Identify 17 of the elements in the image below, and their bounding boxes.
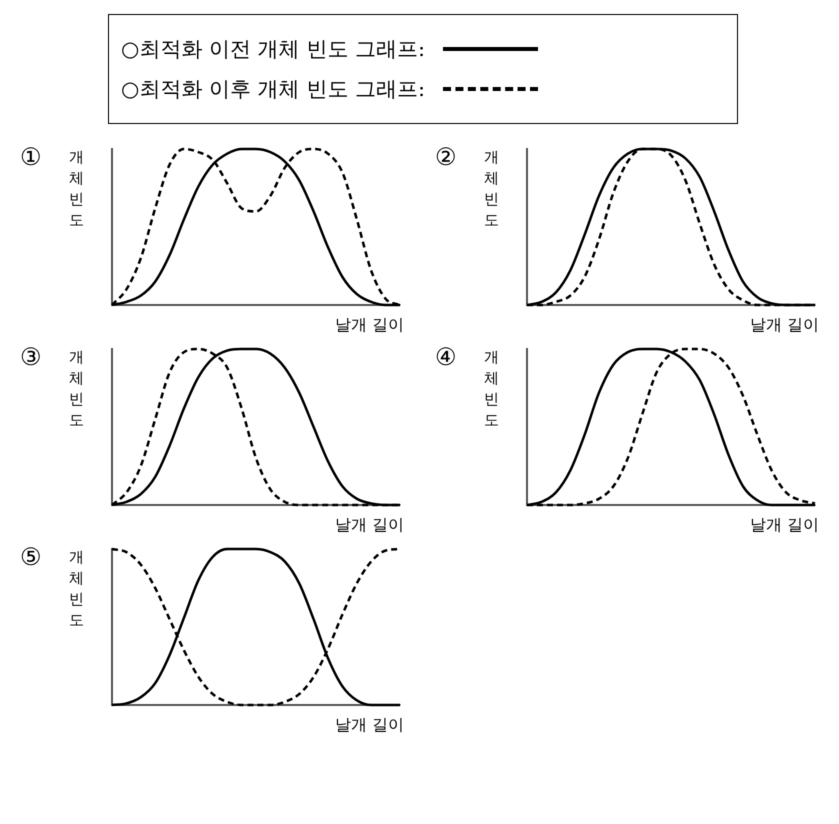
y-axis-title: 개체 빈도 — [68, 147, 85, 231]
y-axis-title: 개체 빈도 — [483, 347, 500, 431]
x-axis-title: 날개 길이 — [334, 315, 404, 336]
chart-title: ① — [20, 143, 42, 171]
legend-label: ○최적화 이전 개체 빈도 그래프: — [121, 36, 426, 63]
y-axis-title: 개체 빈도 — [483, 147, 500, 231]
x-axis-title: 날개 길이 — [750, 515, 819, 536]
chart-title: ② — [435, 143, 457, 171]
x-axis-title: 날개 길이 — [334, 515, 404, 536]
chart-title: ③ — [20, 343, 42, 371]
chart-title: ④ — [435, 343, 457, 371]
chart-title: ⑤ — [20, 543, 42, 571]
x-axis-title: 날개 길이 — [750, 315, 819, 336]
y-axis-title: 개체 빈도 — [68, 547, 85, 631]
x-axis-title: 날개 길이 — [334, 715, 404, 736]
y-axis-title: 개체 빈도 — [68, 347, 85, 431]
legend-label: ○최적화 이후 개체 빈도 그래프: — [121, 76, 426, 103]
